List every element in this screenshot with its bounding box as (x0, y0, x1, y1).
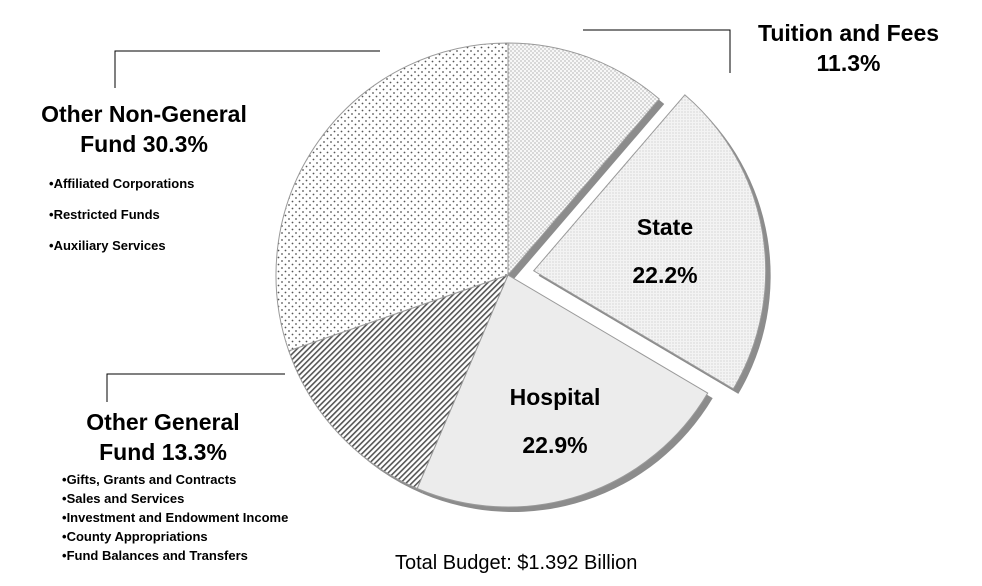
list-item: Sales and Services (62, 489, 288, 508)
list-item: Restricted Funds (49, 199, 194, 230)
other-non-general-label-line1: Other Non-General (41, 101, 247, 127)
state-label: State 22.2% (610, 212, 720, 290)
leader-lines (106, 29, 731, 402)
hospital-label-name: Hospital (509, 384, 601, 410)
other-non-general-label: Other Non-General Fund 30.3% (10, 99, 278, 159)
other-general-bullet-list: Gifts, Grants and Contracts Sales and Se… (62, 470, 289, 565)
other-non-general-label-line2: Fund 30.3% (10, 129, 278, 159)
tuition-label-pct: 11.3% (816, 50, 881, 76)
list-item: Gifts, Grants and Contracts (62, 470, 288, 489)
tuition-label: Tuition and Fees 11.3% (758, 18, 939, 78)
list-item: County Appropriations (62, 527, 288, 546)
other-general-label: Other General Fund 13.3% (58, 407, 268, 467)
list-item: Fund Balances and Transfers (62, 546, 288, 565)
hospital-label: Hospital 22.9% (490, 382, 620, 460)
pie-slice-other-general-fund (288, 274, 509, 490)
other-non-general-bullet-list: Affiliated Corporations Restricted Funds… (49, 168, 195, 261)
tuition-label-name: Tuition and Fees (758, 20, 940, 46)
other-general-label-line1: Other General (86, 409, 240, 435)
leader-line-other-non-general (114, 50, 380, 88)
state-label-name: State (636, 214, 694, 240)
leader-line-other-general (106, 373, 285, 402)
total-budget-text: Total Budget: $1.392 Billion (395, 552, 638, 574)
list-item: Investment and Endowment Income (62, 508, 289, 527)
pie-slice-tuition-and-fees (507, 42, 660, 277)
pie-slice-other-non-general-fund (275, 42, 509, 352)
state-label-pct: 22.2% (632, 262, 698, 288)
other-general-pct: 13.3% (161, 439, 227, 465)
list-item: Auxiliary Services (49, 230, 194, 261)
pie-slice-hospital (416, 274, 709, 508)
other-general-fund-text: Fund (99, 439, 162, 465)
other-non-general-fund-text: Fund (80, 131, 143, 157)
leader-line-tuition (583, 29, 731, 73)
pie-slice-state (532, 94, 767, 390)
hospital-label-pct: 22.9% (522, 432, 588, 458)
other-general-label-line2: Fund 13.3% (58, 437, 268, 467)
other-non-general-pct: 30.3% (142, 131, 208, 157)
pie-slices (275, 42, 771, 512)
list-item: Affiliated Corporations (49, 168, 195, 199)
